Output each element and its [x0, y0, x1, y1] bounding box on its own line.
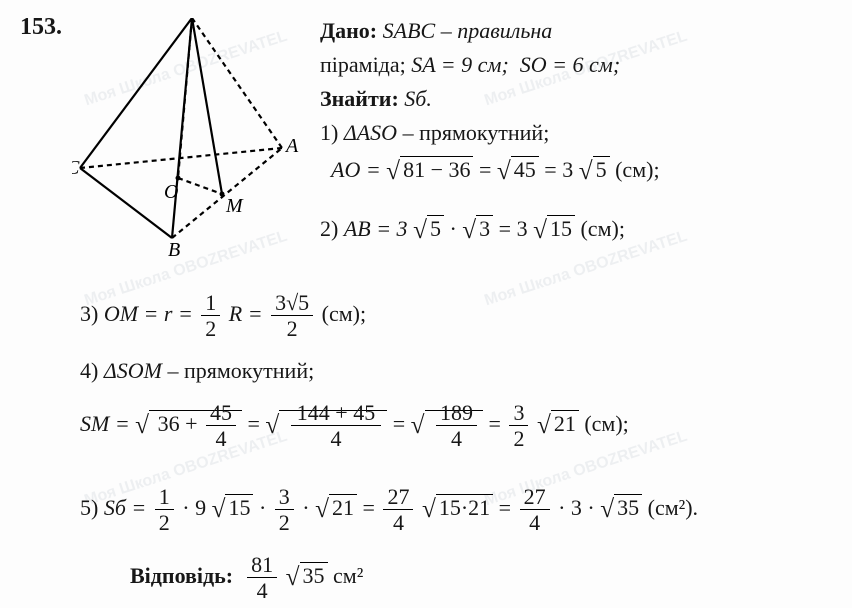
eq-sign: =	[479, 157, 497, 182]
step5: 5) Sб = 12 · 9 15 · 32 · 21 = 274 15·21 …	[80, 484, 698, 536]
step3-prefix: 3)	[80, 301, 104, 326]
given-l2a: піраміда;	[320, 52, 411, 77]
svg-text:B: B	[168, 239, 180, 258]
AB-eq: = 3	[499, 216, 528, 241]
AB-lhs: AB = 3	[344, 216, 408, 241]
AB-sqrt3: 15	[533, 214, 575, 243]
S-sqrt4: 35	[600, 493, 642, 522]
eq-sign: =	[489, 411, 507, 436]
AO-sqrt1: 81 − 36	[386, 150, 473, 189]
frac-half: 12	[201, 290, 220, 342]
svg-text:S: S	[190, 18, 200, 19]
SM-sqrt1: 36 + 454	[135, 400, 242, 452]
eq-sign: =	[393, 411, 411, 436]
frac-3over2b: 32	[275, 484, 294, 536]
pyramid-diagram: S A B C O M	[72, 18, 302, 258]
answer-label: Відповідь:	[130, 563, 233, 588]
S-sqrt3: 15·21	[422, 493, 493, 522]
frac-27over4b: 274	[520, 484, 550, 536]
step2-prefix: 2)	[320, 216, 344, 241]
frac-3r5over2: 3√52	[271, 290, 313, 342]
SA-eq: SA = 9 см;	[411, 52, 509, 77]
AO-unit: (см);	[615, 157, 659, 182]
SM-line: SM = 36 + 454 = 144 + 454 = 1894 = 32 21…	[80, 400, 629, 452]
frac-27over4: 274	[383, 484, 413, 536]
step1-text: – прямокутний;	[403, 120, 550, 145]
given-label: Дано:	[320, 18, 377, 43]
OM-R: R =	[229, 301, 268, 326]
SM-unit: (см);	[584, 411, 628, 436]
S-t2: ·	[259, 495, 272, 520]
S-sqrt1: 15	[212, 493, 254, 522]
given-l1: SABC – правильна	[383, 18, 553, 43]
frac-half-b: 12	[155, 484, 174, 536]
AO-lhs: AO =	[331, 157, 386, 182]
problem-number: 153.	[20, 14, 62, 41]
AO-sqrt2: 45	[497, 150, 539, 189]
S-eq2: =	[499, 495, 517, 520]
answer-line: Відповідь: 814 35 см²	[130, 552, 363, 604]
find-label: Знайти:	[320, 86, 399, 111]
OM-lhs: OM = r =	[104, 301, 198, 326]
S-eq1: =	[363, 495, 381, 520]
step4-prefix: 4)	[80, 358, 104, 383]
answer-unit: см²	[333, 563, 363, 588]
step4-text: – прямокутний;	[167, 358, 314, 383]
frac-81over4: 814	[247, 552, 277, 604]
SM-sqrtfin: 21	[537, 409, 579, 438]
S-t3: ·	[302, 495, 315, 520]
AB-mid: ·	[449, 216, 462, 241]
step1-tri: ΔASO	[344, 120, 397, 145]
step2: 2) AB = 3 5 · 3 = 3 15 (см);	[320, 214, 625, 243]
S-t4: · 3 ·	[558, 495, 600, 520]
frac-3over2: 32	[509, 400, 528, 452]
SM-sqrt3: 1894	[411, 400, 483, 452]
S-sqrt2: 21	[315, 493, 357, 522]
find-target: Sб.	[404, 86, 432, 111]
SM-lhs: SM =	[80, 411, 135, 436]
SM-sqrt2: 144 + 454	[265, 400, 387, 452]
AB-unit: (см);	[580, 216, 624, 241]
step5-prefix: 5)	[80, 495, 104, 520]
step3: 3) OM = r = 12 R = 3√52 (см);	[80, 290, 366, 342]
eq-sign: =	[247, 411, 265, 436]
AO-sqrt3: 5	[579, 150, 610, 189]
AB-sqrt1: 5	[413, 214, 444, 243]
S-t1: · 9	[182, 495, 206, 520]
given-block: Дано: SABC – правильна піраміда; SA = 9 …	[320, 14, 840, 190]
SO-eq: SO = 6 см;	[520, 52, 620, 77]
OM-unit: (см);	[322, 301, 366, 326]
AO-rhs: = 3	[544, 157, 573, 182]
S-lhs: Sб =	[104, 495, 152, 520]
step4: 4) ΔSOM – прямокутний;	[80, 358, 314, 384]
svg-text:O: O	[164, 181, 178, 203]
AB-sqrt2: 3	[462, 214, 493, 243]
svg-text:M: M	[225, 195, 244, 217]
step1-prefix: 1)	[320, 120, 344, 145]
S-unit: (см²).	[648, 495, 698, 520]
svg-text:A: A	[284, 135, 299, 157]
ans-sqrt: 35	[286, 561, 328, 590]
step4-tri: ΔSOM	[104, 358, 162, 383]
svg-text:C: C	[72, 157, 80, 179]
